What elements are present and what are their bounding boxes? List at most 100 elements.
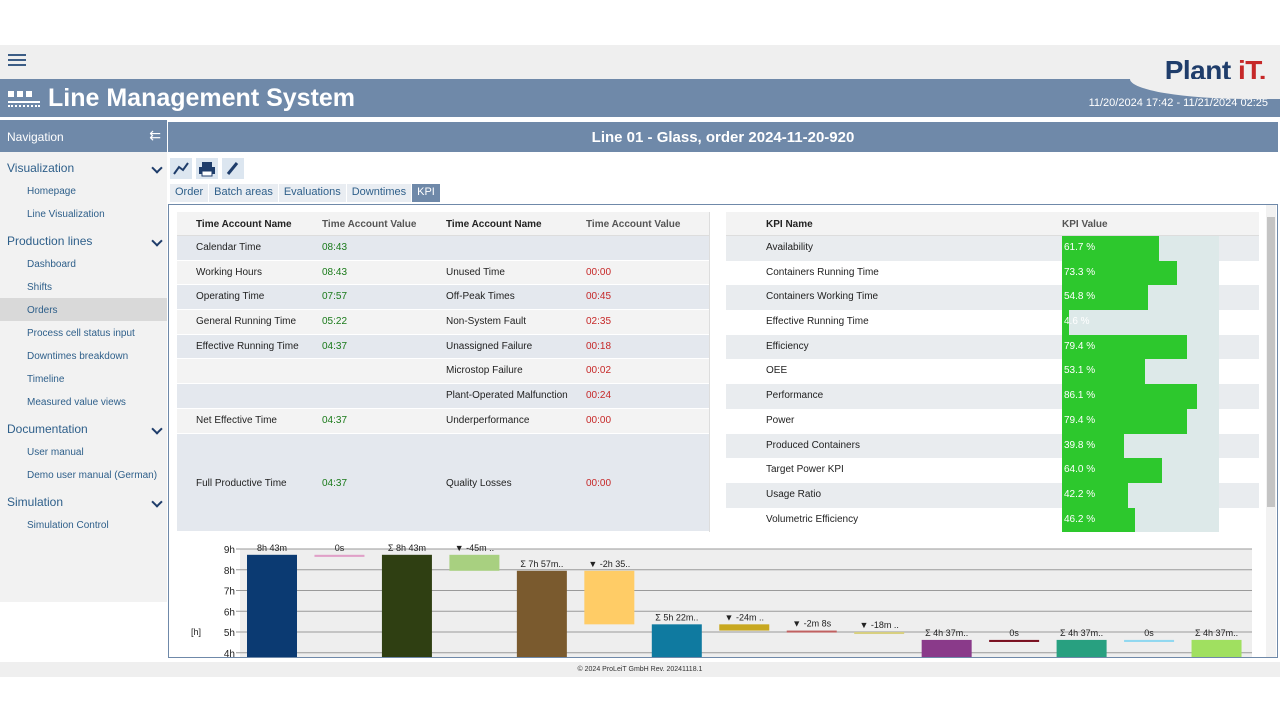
column-header: Time Account Value	[586, 219, 681, 230]
nav-item-simulation-control[interactable]: Simulation Control	[27, 520, 109, 531]
kpi-bar-track: 79.4 %	[1062, 408, 1219, 434]
kpi-bar	[1062, 482, 1129, 508]
nav-item-measured-value-views[interactable]: Measured value views	[27, 397, 126, 408]
kpi-bar-track: 79.4 %	[1062, 334, 1219, 360]
kpi-bar-track: 53.1 %	[1062, 359, 1219, 385]
kpi-panel: Time Account Name Time Account Value Tim…	[168, 204, 1278, 658]
nav-item-homepage[interactable]: Homepage	[27, 186, 76, 197]
nav-item-line-visualization[interactable]: Line Visualization	[27, 209, 105, 220]
vertical-scrollbar[interactable]	[1266, 205, 1276, 657]
table-cell: Off-Peak Times	[446, 291, 515, 303]
kpi-name: Target Power KPI	[766, 464, 844, 476]
nav-item-orders[interactable]: Orders	[0, 298, 167, 321]
nav-item-demo-user-manual-german[interactable]: Demo user manual (German)	[27, 470, 158, 481]
kpi-value: 61.7 %	[1064, 242, 1096, 253]
nav-section-visualization[interactable]: Visualization	[0, 155, 167, 179]
kpi-value: 86.1 %	[1064, 390, 1096, 402]
column-header: Time Account Name	[446, 219, 542, 230]
waterfall-bar	[854, 632, 905, 635]
nav-section-label: Production lines	[7, 234, 93, 248]
chart-icon[interactable]	[170, 158, 192, 179]
table-row: Produced Containers 39.8 %	[726, 433, 1259, 459]
column-header: Time Account Value	[322, 219, 417, 230]
y-tick-label: 5h	[224, 628, 235, 639]
kpi-bar-track: 42.2 %	[1062, 482, 1219, 508]
tab-batch-areas[interactable]: Batch areas	[209, 184, 278, 202]
bar-data-label: 0s	[1144, 628, 1154, 638]
table-cell: 07:57	[322, 291, 348, 303]
edit-icon[interactable]	[222, 158, 244, 179]
kpi-bar-track: 86.1 %	[1062, 384, 1219, 409]
kpi-name: Efficiency	[766, 340, 809, 352]
kpi-bar	[1062, 236, 1159, 261]
kpi-bar	[1062, 458, 1163, 483]
date-range: 11/20/2024 17:42 - 11/21/2024 02:25	[1088, 97, 1268, 109]
table-row: OEE 53.1 %	[726, 359, 1259, 385]
collapse-nav-icon[interactable]: ⇇	[149, 127, 161, 143]
kpi-name: OEE	[766, 365, 788, 377]
table-row: Full Productive Time 04:37 Quality Losses 0…	[177, 433, 709, 532]
table-cell: General Running Time	[196, 316, 297, 328]
table-cell: Net Effective Time	[196, 414, 277, 426]
kpi-name: Power	[766, 414, 795, 426]
bar-data-label: Σ 5h 22m..	[655, 612, 698, 622]
y-tick-label: 8h	[224, 566, 235, 577]
kpi-bar-track: 39.8 %	[1062, 433, 1219, 459]
menu-icon[interactable]	[8, 51, 26, 69]
title-banner: Line Management System 11/20/2024 17:42 …	[0, 79, 1280, 117]
nav-section-production-lines[interactable]: Production lines	[0, 228, 167, 252]
kpi-name: Effective Running Time	[766, 316, 869, 328]
nav-item-process-cell-status-input[interactable]: Process cell status input	[27, 328, 135, 339]
table-row: Containers Working Time 54.8 %	[726, 285, 1259, 311]
waterfall-bar	[651, 624, 702, 657]
waterfall-bar	[1124, 639, 1175, 642]
nav-section-documentation[interactable]: Documentation	[0, 416, 167, 440]
waterfall-bar	[1056, 639, 1107, 657]
kpi-bar	[1062, 310, 1070, 335]
table-cell: 00:00	[586, 266, 612, 278]
table-cell: Quality Losses	[446, 477, 512, 489]
chevron-down-icon[interactable]	[151, 423, 163, 435]
kpi-value: 73.3 %	[1064, 266, 1096, 278]
waterfall-bar	[449, 554, 500, 571]
table-cell: 04:37	[322, 477, 348, 489]
nav-section-simulation[interactable]: Simulation	[0, 489, 167, 513]
kpi-bar	[1062, 433, 1125, 459]
chevron-down-icon[interactable]	[151, 235, 163, 247]
nav-item-dashboard[interactable]: Dashboard	[27, 259, 76, 270]
table-row: Net Effective Time 04:37 Underperformance 0…	[177, 409, 709, 434]
tab-downtimes[interactable]: Downtimes	[346, 184, 412, 202]
bar-data-label: ▼ -24m ..	[725, 612, 764, 622]
kpi-value: 46.2 %	[1064, 513, 1096, 525]
waterfall-bar	[1191, 639, 1242, 657]
nav-item-shifts[interactable]: Shifts	[27, 282, 53, 293]
bar-data-label: Σ 4h 37m..	[1060, 628, 1103, 638]
bar-data-label: ▼ -2m 8s	[792, 619, 831, 629]
nav-item-timeline[interactable]: Timeline	[27, 374, 65, 385]
table-cell: 05:22	[322, 316, 348, 328]
kpi-value: 79.4 %	[1064, 340, 1096, 352]
table-header: Time Account Name Time Account Value Tim…	[177, 212, 709, 236]
kpi-bar-track: 46.2 %	[1062, 507, 1219, 533]
nav-item-downtimes-breakdown[interactable]: Downtimes breakdown	[27, 351, 129, 362]
tab-evaluations[interactable]: Evaluations	[278, 184, 346, 202]
nav-item-user-manual[interactable]: User manual	[27, 447, 84, 458]
tab-order[interactable]: Order	[170, 184, 209, 202]
table-row: Volumetric Efficiency 46.2 %	[726, 507, 1259, 533]
kpi-value: 4.6 %	[1064, 316, 1090, 328]
kpi-value: 53.1 %	[1064, 365, 1096, 377]
chevron-down-icon[interactable]	[151, 162, 163, 174]
chevron-down-icon[interactable]	[151, 496, 163, 508]
print-icon[interactable]	[196, 158, 218, 179]
bar-data-label: 0s	[335, 543, 345, 553]
table-cell: 08:43	[322, 266, 348, 278]
tab-kpi[interactable]: KPI	[412, 184, 440, 202]
table-cell: Working Hours	[196, 266, 262, 278]
table-row: Availability 61.7 %	[726, 236, 1259, 261]
kpi-value: 64.0 %	[1064, 464, 1096, 476]
waterfall-bar	[314, 554, 365, 557]
table-cell: Microstop Failure	[446, 365, 523, 377]
bar-data-label: Σ 7h 57m..	[520, 559, 563, 569]
column-header: Time Account Name	[196, 219, 292, 230]
scroll-thumb[interactable]	[1267, 217, 1275, 507]
